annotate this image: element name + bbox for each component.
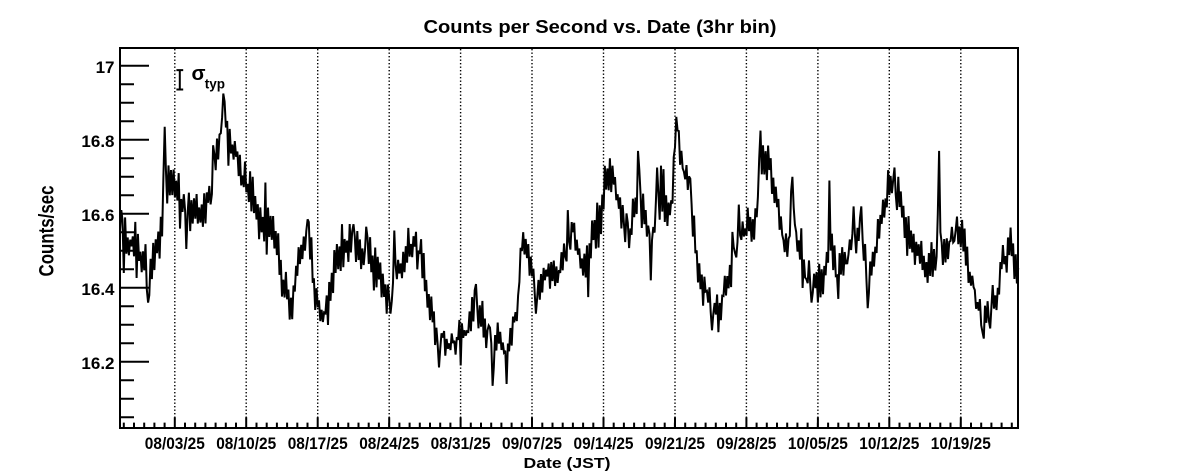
svg-text:16.2: 16.2 [81,354,114,373]
svg-text:Counts per Second vs. Date (3h: Counts per Second vs. Date (3hr bin) [424,16,777,37]
svg-text:09/14/25: 09/14/25 [574,434,634,453]
svg-text:10/05/25: 10/05/25 [788,434,848,453]
svg-text:16.6: 16.6 [81,206,114,225]
svg-text:08/03/25: 08/03/25 [145,434,205,453]
svg-text:Date (JST): Date (JST) [524,455,611,472]
svg-text:09/07/25: 09/07/25 [502,434,562,453]
svg-text:10/19/25: 10/19/25 [931,434,991,453]
svg-text:08/10/25: 08/10/25 [216,434,276,453]
svg-text:09/21/25: 09/21/25 [645,434,705,453]
svg-text:08/24/25: 08/24/25 [359,434,419,453]
svg-text:typ: typ [205,76,225,91]
svg-text:17: 17 [96,58,115,77]
svg-text:16.8: 16.8 [81,132,114,151]
svg-text:16.4: 16.4 [81,280,115,299]
svg-text:08/17/25: 08/17/25 [288,434,348,453]
svg-text:10/12/25: 10/12/25 [859,434,919,453]
svg-text:σ: σ [192,62,206,85]
svg-text:Counts/sec: Counts/sec [35,185,58,276]
svg-text:08/31/25: 08/31/25 [431,434,491,453]
svg-text:09/28/25: 09/28/25 [716,434,776,453]
